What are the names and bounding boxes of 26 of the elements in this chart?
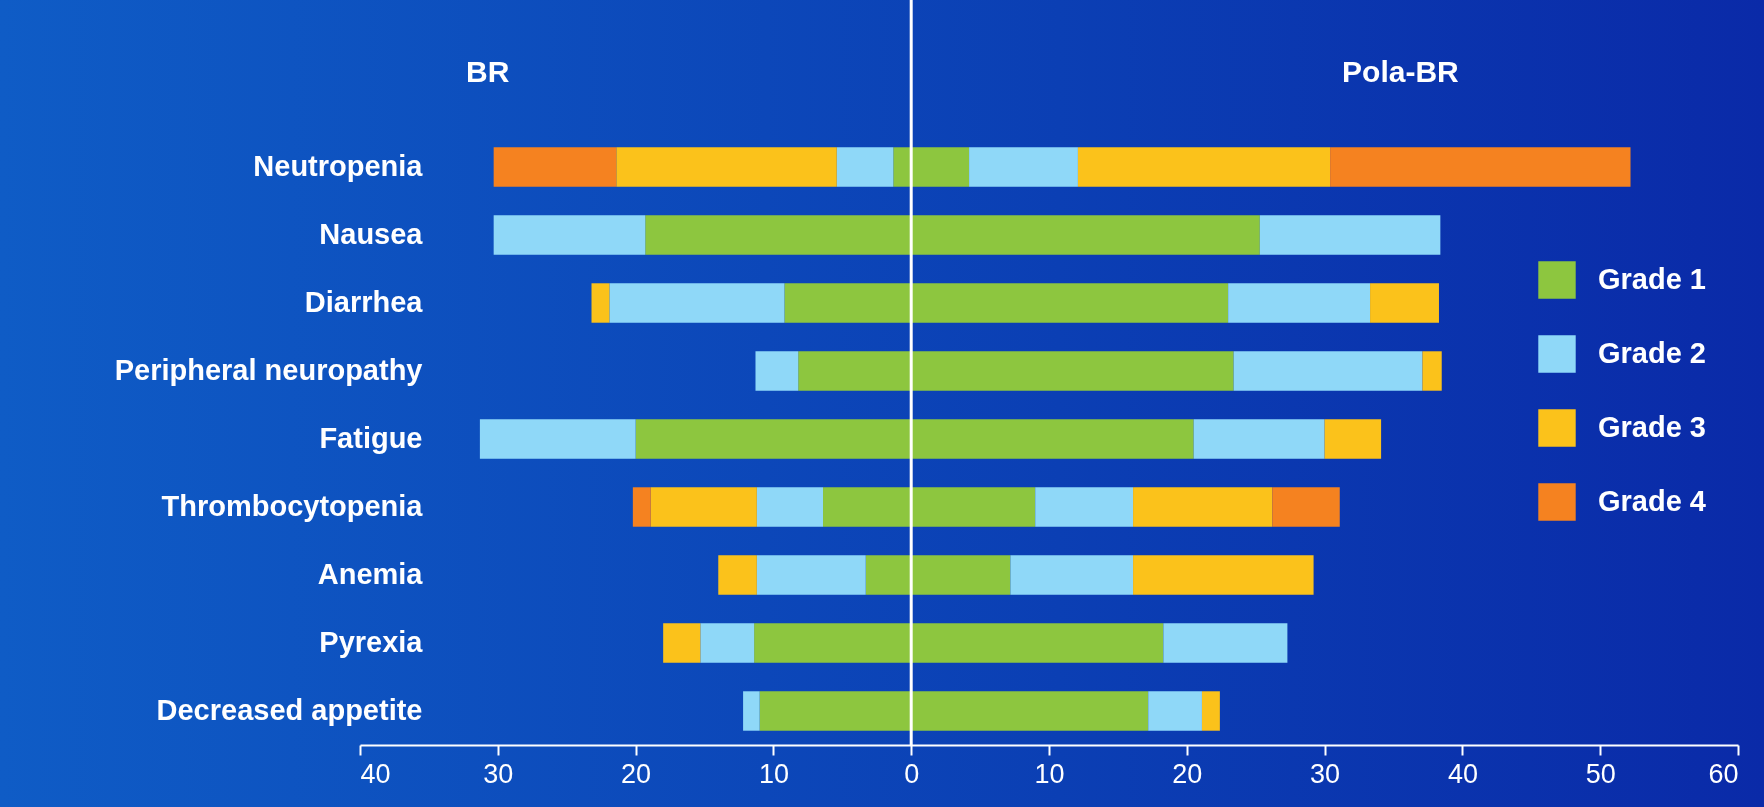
x-tick-label: 10 <box>1034 758 1065 789</box>
x-tick-label: 40 <box>1447 758 1478 789</box>
x-tick-label: 20 <box>621 758 652 789</box>
y-tick-label: Neutropenia <box>253 150 424 182</box>
x-tick-label: 40 <box>360 758 391 789</box>
x-tick-label: 10 <box>758 758 789 789</box>
y-tick-label: Peripheral neuropathy <box>114 354 423 386</box>
y-tick-label: Fatigue <box>319 422 423 454</box>
y-tick-label: Nausea <box>319 218 424 250</box>
y-tick-label: Decreased appetite <box>156 694 423 726</box>
y-tick-label: Thrombocytopenia <box>161 490 424 522</box>
text: BR <box>466 55 510 88</box>
legend-label: Grade 2 <box>1598 337 1706 369</box>
legend-label: Grade 3 <box>1598 411 1706 443</box>
x-tick-label: 30 <box>1310 758 1341 789</box>
y-tick-label: Pyrexia <box>319 626 424 658</box>
x-tick-label: 0 <box>904 758 920 789</box>
y-tick-label: Diarrhea <box>304 286 424 318</box>
x-tick-label: 60 <box>1708 758 1739 789</box>
x-tick-label: 30 <box>483 758 514 789</box>
y-tick-label: Anemia <box>317 558 424 590</box>
x-tick-label: 50 <box>1585 758 1616 789</box>
x-tick-label: 20 <box>1172 758 1203 789</box>
legend-label: Grade 4 <box>1598 485 1706 517</box>
legend-label: Grade 1 <box>1598 263 1706 295</box>
text: Pola-BR <box>1342 55 1460 88</box>
